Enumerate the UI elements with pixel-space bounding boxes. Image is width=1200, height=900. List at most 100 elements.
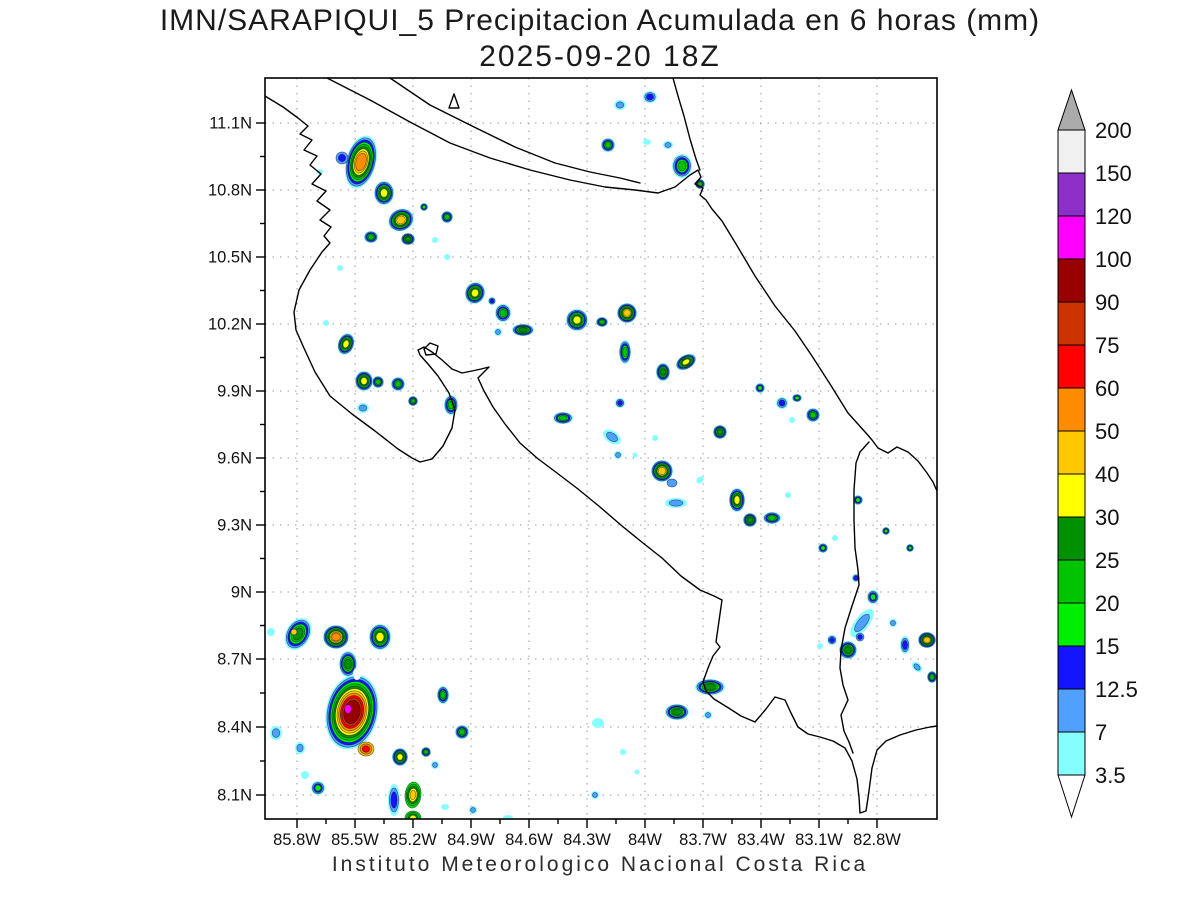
precip-blob-level [785,492,791,498]
precip-blob-level [778,399,786,407]
lat-tick-label: 8.7N [217,651,252,669]
precip-blob-level [331,632,341,642]
colorbar-label: 7 [1095,720,1107,745]
precip-blob-level [768,515,776,521]
axes-ticks [256,122,878,828]
precip-blob-level [929,674,935,680]
lat-tick-label: 8.4N [217,719,252,737]
lat-tick-label: 9.3N [217,517,252,535]
lat-tick-label: 10.5N [208,249,252,267]
colorbar: 3.5 7 12.5 15 20 25 30 40 50 60 75 90 100 120 150 200 [1057,88,1138,819]
precip-blob-level [705,712,711,718]
precip-blob-level [652,435,658,441]
precip-blob-level [358,404,368,412]
precip-blob-level [495,329,501,335]
colorbar-arrow-bottom [1057,774,1086,819]
lon-tick-label: 85.5W [331,831,379,849]
precip-blob-level [470,807,476,813]
colorbar-segment [1057,516,1086,561]
coastline-path [672,78,701,171]
precip-blob-level [757,385,763,391]
precip-blob-level [360,377,368,385]
colorbar-label: 150 [1095,161,1132,186]
lon-tick-label: 84.9W [447,831,495,849]
precip-blob-level [441,804,449,810]
precip-blob-level [440,691,446,699]
precip-hole [329,672,335,680]
colorbar-label: 90 [1095,290,1119,315]
precip-blob-level [870,593,876,601]
colorbar-label: 15 [1095,634,1119,659]
colorbar-segment [1057,387,1086,432]
page-subtitle-datetime: 2025-09-20 18Z [479,40,721,73]
precip-blob-level [375,632,385,642]
precip-blob-level [817,643,823,649]
precip-blob-level [317,169,323,175]
precip-blob-level [444,214,450,220]
precip-blob-level [423,749,429,755]
precip-blob-level [643,139,651,145]
precip-blob-level [458,728,466,736]
precip-peak-spot [344,704,352,714]
colorbar-label: 12.5 [1095,677,1138,702]
precip-blob-level [390,791,398,809]
precip-blob-level [599,319,605,325]
precip-blob-level [444,254,450,260]
precip-blob-level [617,400,623,406]
precip-blob-level [394,380,402,388]
coastline-path [326,78,937,492]
precip-blob-level [314,784,322,792]
axes-labels: 85.8W 85.5W 85.2W 84.9W 84.6W 84.3W 84W 83.7W 83… [208,115,901,850]
precip-blob-level [666,478,678,488]
precip-blob-level [604,141,612,149]
colorbar-label: 30 [1095,505,1119,530]
precip-blob-level [682,358,690,366]
precip-blob-level [890,620,896,626]
map-frame [264,77,938,820]
precip-blob-level [902,640,908,650]
island-outline [423,342,439,356]
precip-blob-level [615,101,625,109]
precip-blob-level [380,188,388,198]
colorbar-segment [1057,344,1086,389]
lat-tick-label: 9N [231,584,252,602]
precip-blob-level [622,346,628,358]
precip-blob-level [361,745,371,753]
precip-blob-level [396,753,404,761]
colorbar-segment [1057,645,1086,690]
precip-blob-level [342,339,350,349]
precip-blob-level [432,762,438,768]
lat-tick-label: 8.1N [217,787,252,805]
precip-blob-level [857,634,863,640]
colorbar-label: 40 [1095,462,1119,487]
precip-blob-level [717,429,723,435]
precip-blob-level [623,309,631,317]
colorbar-label: 200 [1095,118,1132,143]
colorbar-segment [1057,301,1086,346]
colorbar-segment [1057,430,1086,475]
precip-blob-level [832,535,838,541]
colorbar-segment [1057,258,1086,303]
colorbar-segment [1057,172,1086,217]
precip-peak-spot [290,628,298,636]
precip-blob-level [820,545,826,551]
colorbar-segment [1057,688,1086,733]
precip-blob-level [323,320,329,326]
precip-blob-level [409,814,417,819]
precip-blob-level [854,613,870,633]
colorbar-label: 120 [1095,204,1132,229]
precip-blob-level [606,431,618,443]
precip-blob-level [855,497,861,503]
colorbar-segment [1057,559,1086,604]
precip-blob-level [489,298,495,304]
footer-institution-label: Instituto Meteorologico Nacional Costa R… [331,853,869,876]
precip-blob-level [883,528,889,534]
island-outline [448,93,460,109]
precip-blob-level [337,265,343,271]
precip-blob-level [696,476,704,484]
precip-hole [353,668,361,680]
colorbar-label: 75 [1095,333,1119,358]
lon-tick-label: 84W [628,831,662,849]
